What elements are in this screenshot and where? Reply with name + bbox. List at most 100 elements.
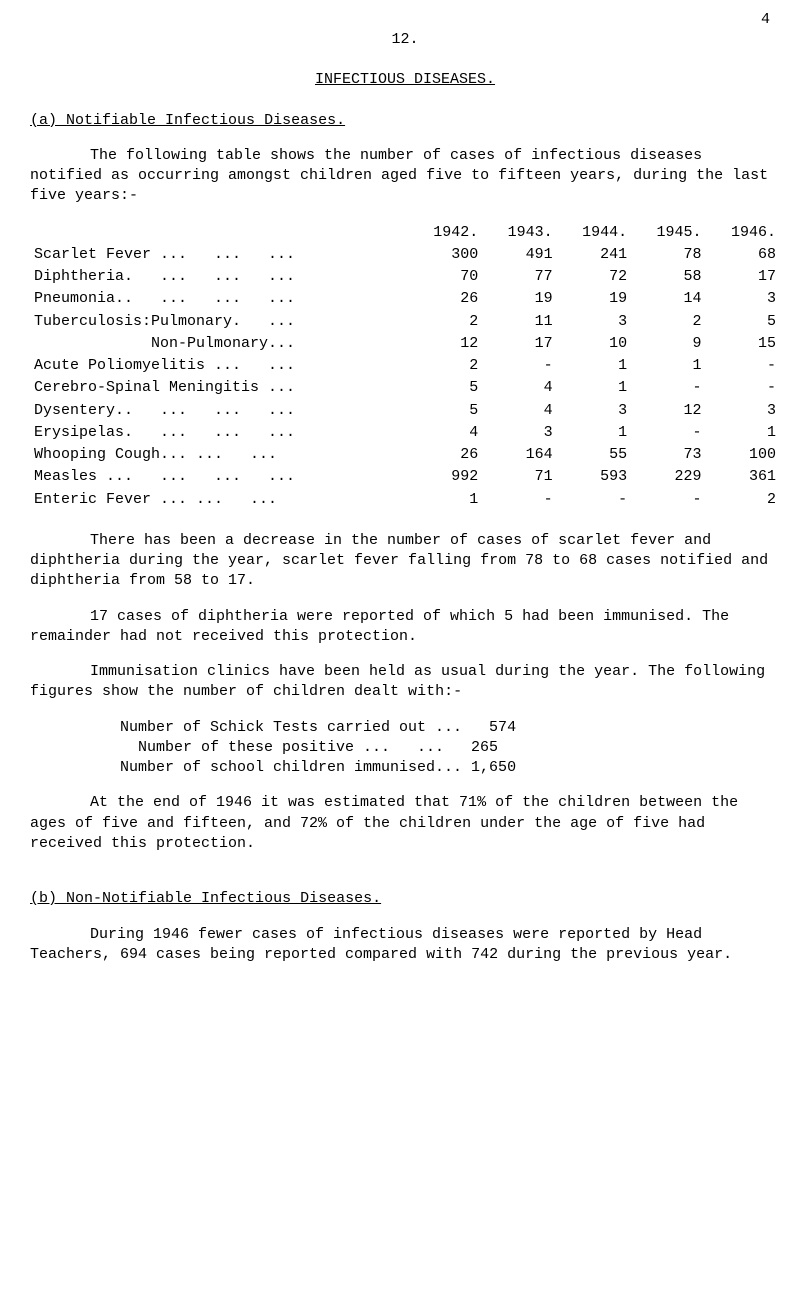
table-cell: 11: [482, 311, 556, 333]
table-row: Acute Poliomyelitis ... ...2-11-: [30, 355, 780, 377]
table-cell: 9: [631, 333, 705, 355]
table-row-label: Dysentery.. ... ... ...: [30, 400, 408, 422]
table-row: Cerebro-Spinal Meningitis ...541--: [30, 377, 780, 399]
table-cell: 5: [706, 311, 780, 333]
corner-mark: 4: [761, 10, 770, 30]
table-cell: -: [631, 422, 705, 444]
section-a-para3: Immunisation clinics have been held as u…: [30, 662, 780, 703]
table-cell: 992: [408, 466, 482, 488]
section-a: (a) Notifiable Infectious Diseases. The …: [30, 111, 780, 855]
table-cell: 593: [557, 466, 631, 488]
table-cell: 55: [557, 444, 631, 466]
section-a-para2: 17 cases of diphtheria were reported of …: [30, 607, 780, 648]
table-row-label: Tuberculosis:Pulmonary. ...: [30, 311, 408, 333]
disease-table: 1942. 1943. 1944. 1945. 1946. Scarlet Fe…: [30, 222, 780, 511]
table-cell: 5: [408, 377, 482, 399]
table-row-label: Enteric Fever ... ... ...: [30, 489, 408, 511]
table-year-2: 1944.: [557, 222, 631, 244]
table-cell: 71: [482, 466, 556, 488]
section-a-para1: There has been a decrease in the number …: [30, 531, 780, 592]
table-row: Whooping Cough... ... ...261645573100: [30, 444, 780, 466]
table-year-0: 1942.: [408, 222, 482, 244]
table-cell: 68: [706, 244, 780, 266]
section-a-intro: The following table shows the number of …: [30, 146, 780, 207]
table-row-label: Measles ... ... ... ...: [30, 466, 408, 488]
table-cell: 4: [482, 400, 556, 422]
table-cell: 73: [631, 444, 705, 466]
table-cell: 77: [482, 266, 556, 288]
table-row-label: Acute Poliomyelitis ... ...: [30, 355, 408, 377]
main-title: INFECTIOUS DISEASES.: [30, 70, 780, 90]
table-cell: 4: [482, 377, 556, 399]
section-b-para1: During 1946 fewer cases of infectious di…: [30, 925, 780, 966]
section-a-heading: (a) Notifiable Infectious Diseases.: [30, 111, 780, 131]
table-cell: 2: [631, 311, 705, 333]
table-cell: 5: [408, 400, 482, 422]
section-a-para4: At the end of 1946 it was estimated that…: [30, 793, 780, 854]
table-row: Measles ... ... ... ...99271593229361: [30, 466, 780, 488]
table-header-blank: [30, 222, 408, 244]
table-row-label: Cerebro-Spinal Meningitis ...: [30, 377, 408, 399]
table-year-1: 1943.: [482, 222, 556, 244]
table-cell: 3: [557, 400, 631, 422]
table-row-label: Erysipelas. ... ... ...: [30, 422, 408, 444]
table-cell: -: [631, 489, 705, 511]
table-cell: 241: [557, 244, 631, 266]
table-cell: 78: [631, 244, 705, 266]
table-cell: 12: [631, 400, 705, 422]
table-cell: 70: [408, 266, 482, 288]
table-cell: 10: [557, 333, 631, 355]
table-row: Tuberculosis:Pulmonary. ...211325: [30, 311, 780, 333]
table-row-label: Scarlet Fever ... ... ...: [30, 244, 408, 266]
table-cell: -: [557, 489, 631, 511]
table-cell: 4: [408, 422, 482, 444]
table-cell: 72: [557, 266, 631, 288]
table-row: Pneumonia.. ... ... ...261919143: [30, 288, 780, 310]
table-cell: 300: [408, 244, 482, 266]
table-row-label: Pneumonia.. ... ... ...: [30, 288, 408, 310]
section-b-heading-text: Non-Notifiable Infectious Diseases.: [66, 890, 381, 907]
section-a-letter: (a): [30, 112, 57, 129]
table-row-label: Whooping Cough... ... ...: [30, 444, 408, 466]
table-cell: -: [706, 355, 780, 377]
stats-line-1: Number of Schick Tests carried out ... 5…: [120, 718, 780, 738]
table-row: Diphtheria. ... ... ...7077725817: [30, 266, 780, 288]
table-cell: 3: [557, 311, 631, 333]
table-row: Scarlet Fever ... ... ...3004912417868: [30, 244, 780, 266]
table-cell: 1: [557, 422, 631, 444]
table-year-4: 1946.: [706, 222, 780, 244]
table-cell: 17: [706, 266, 780, 288]
table-cell: 491: [482, 244, 556, 266]
table-cell: 1: [631, 355, 705, 377]
table-cell: 19: [482, 288, 556, 310]
table-cell: 12: [408, 333, 482, 355]
table-cell: 26: [408, 288, 482, 310]
section-b: (b) Non-Notifiable Infectious Diseases. …: [30, 889, 780, 965]
table-cell: 164: [482, 444, 556, 466]
table-cell: 3: [482, 422, 556, 444]
table-cell: 100: [706, 444, 780, 466]
table-cell: 3: [706, 400, 780, 422]
table-cell: 1: [408, 489, 482, 511]
table-row: Enteric Fever ... ... ...1---2: [30, 489, 780, 511]
table-cell: 1: [557, 355, 631, 377]
table-cell: -: [706, 377, 780, 399]
table-cell: 58: [631, 266, 705, 288]
table-year-3: 1945.: [631, 222, 705, 244]
table-cell: 2: [706, 489, 780, 511]
table-row-label: Diphtheria. ... ... ...: [30, 266, 408, 288]
section-a-heading-text: Notifiable Infectious Diseases.: [66, 112, 345, 129]
table-cell: 17: [482, 333, 556, 355]
table-row: Dysentery.. ... ... ...543123: [30, 400, 780, 422]
table-cell: 19: [557, 288, 631, 310]
section-b-heading: (b) Non-Notifiable Infectious Diseases.: [30, 889, 780, 909]
table-cell: 229: [631, 466, 705, 488]
table-row-label: Non-Pulmonary...: [30, 333, 408, 355]
stats-line-3: Number of school children immunised... 1…: [120, 758, 780, 778]
table-cell: 14: [631, 288, 705, 310]
table-row: Non-Pulmonary...121710915: [30, 333, 780, 355]
stats-block: Number of Schick Tests carried out ... 5…: [120, 718, 780, 779]
table-cell: -: [482, 355, 556, 377]
table-cell: -: [482, 489, 556, 511]
table-header-row: 1942. 1943. 1944. 1945. 1946.: [30, 222, 780, 244]
